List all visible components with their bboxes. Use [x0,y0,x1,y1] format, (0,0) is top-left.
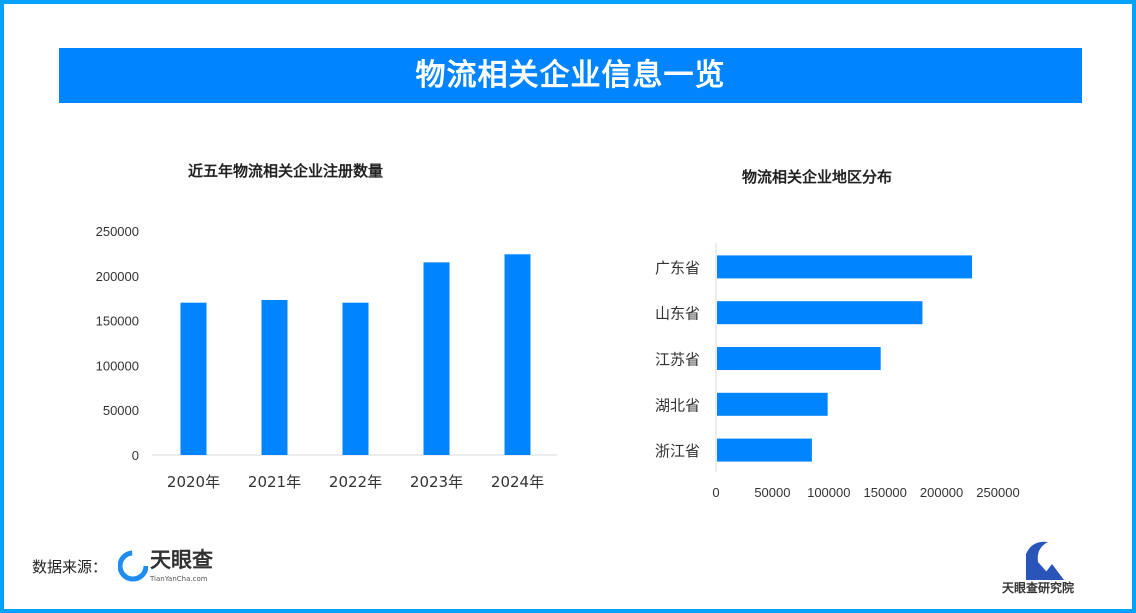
source-logo-sub: TianYanCha.com [150,575,208,583]
bar-湖北省 [717,392,828,416]
bar-江苏省 [717,347,881,370]
x-tick-label: 2023年 [410,473,463,491]
y-tick-label: 江苏省 [655,351,700,369]
bar-广东省 [717,255,973,279]
y-tick-label: 250000 [96,224,139,239]
tianyancha-logo-icon [118,550,148,582]
x-tick-label: 50000 [754,485,790,500]
bar-2024年 [504,254,531,455]
x-tick-label: 200000 [920,485,963,500]
bar-2021年 [261,299,288,455]
institute-logo-icon [1026,541,1064,580]
y-tick-label: 广东省 [655,259,700,277]
source-logo-text: 天眼查 [150,548,213,572]
x-tick-label: 2020年 [167,473,220,491]
x-tick-label: 2024年 [491,473,544,491]
x-tick-label: 250000 [976,485,1019,500]
bar-2020年 [180,302,207,455]
x-tick-label: 2022年 [329,473,382,491]
left-chart-title: 近五年物流相关企业注册数量 [188,162,384,180]
bar-2022年 [342,302,369,455]
y-tick-label: 150000 [96,314,139,329]
institute-name: 天眼查研究院 [1002,581,1075,595]
bar-山东省 [717,301,923,325]
bar-浙江省 [717,438,812,462]
x-tick-label: 150000 [864,485,907,500]
y-tick-label: 50000 [103,403,139,418]
y-tick-label: 湖北省 [655,396,700,414]
y-tick-label: 浙江省 [655,442,700,460]
x-tick-label: 100000 [807,485,850,500]
x-tick-label: 2021年 [248,473,301,491]
y-tick-label: 0 [132,448,139,463]
right-chart-title: 物流相关企业地区分布 [742,168,893,186]
y-tick-label: 山东省 [655,305,700,323]
y-tick-label: 200000 [96,269,139,284]
source-label: 数据来源： [32,558,108,576]
x-tick-label: 0 [712,485,719,500]
y-tick-label: 100000 [96,358,139,373]
page-title: 物流相关企业信息一览 [59,48,1082,103]
bar-2023年 [423,262,450,455]
